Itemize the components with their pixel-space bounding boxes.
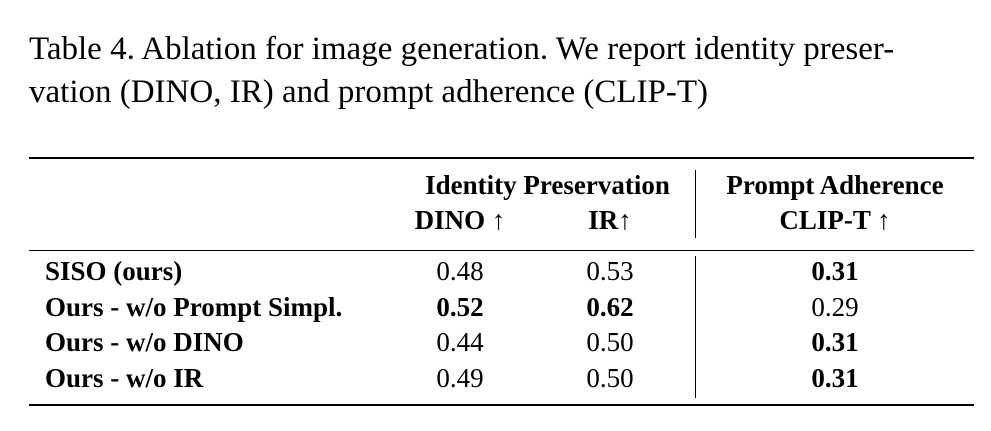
bottom-rule [29,404,974,406]
cell-siso-clip-t: 0.31 [811,256,859,286]
cell-wo-ir-clip-t: 0.31 [811,363,859,393]
cell-wo-ir-dino: 0.49 [436,363,484,393]
cell-wo-prompt-simpl-dino: 0.52 [436,292,484,322]
row-label-wo-prompt-simpl: Ours - w/o Prompt Simpl. [45,292,343,322]
row-label-wo-dino: Ours - w/o DINO [45,327,244,357]
group-header-identity-preservation: Identity Preservation [425,170,670,200]
column-header-clip-t: CLIP-T ↑ [779,205,891,235]
cell-wo-prompt-simpl-ir: 0.62 [586,292,634,322]
cell-wo-dino-ir: 0.50 [586,327,634,357]
cell-wo-ir-ir: 0.50 [586,363,634,393]
cell-siso-ir: 0.53 [586,256,634,286]
column-header-dino: DINO ↑ [414,205,506,235]
body-column-divider [695,256,696,398]
cell-wo-dino-dino: 0.44 [436,327,484,357]
top-rule [29,157,974,159]
cell-siso-dino: 0.48 [436,256,484,286]
cell-wo-prompt-simpl-clip-t: 0.29 [811,292,859,322]
header-column-divider [695,170,696,238]
row-label-wo-ir: Ours - w/o IR [45,363,204,393]
row-label-siso: SISO (ours) [45,256,183,286]
header-rule [29,250,974,251]
group-header-prompt-adherence: Prompt Adherence [726,170,944,200]
cell-wo-dino-clip-t: 0.31 [811,327,859,357]
column-header-ir: IR↑ [588,205,632,235]
table-caption: Table 4. Ablation for image generation. … [29,31,895,110]
